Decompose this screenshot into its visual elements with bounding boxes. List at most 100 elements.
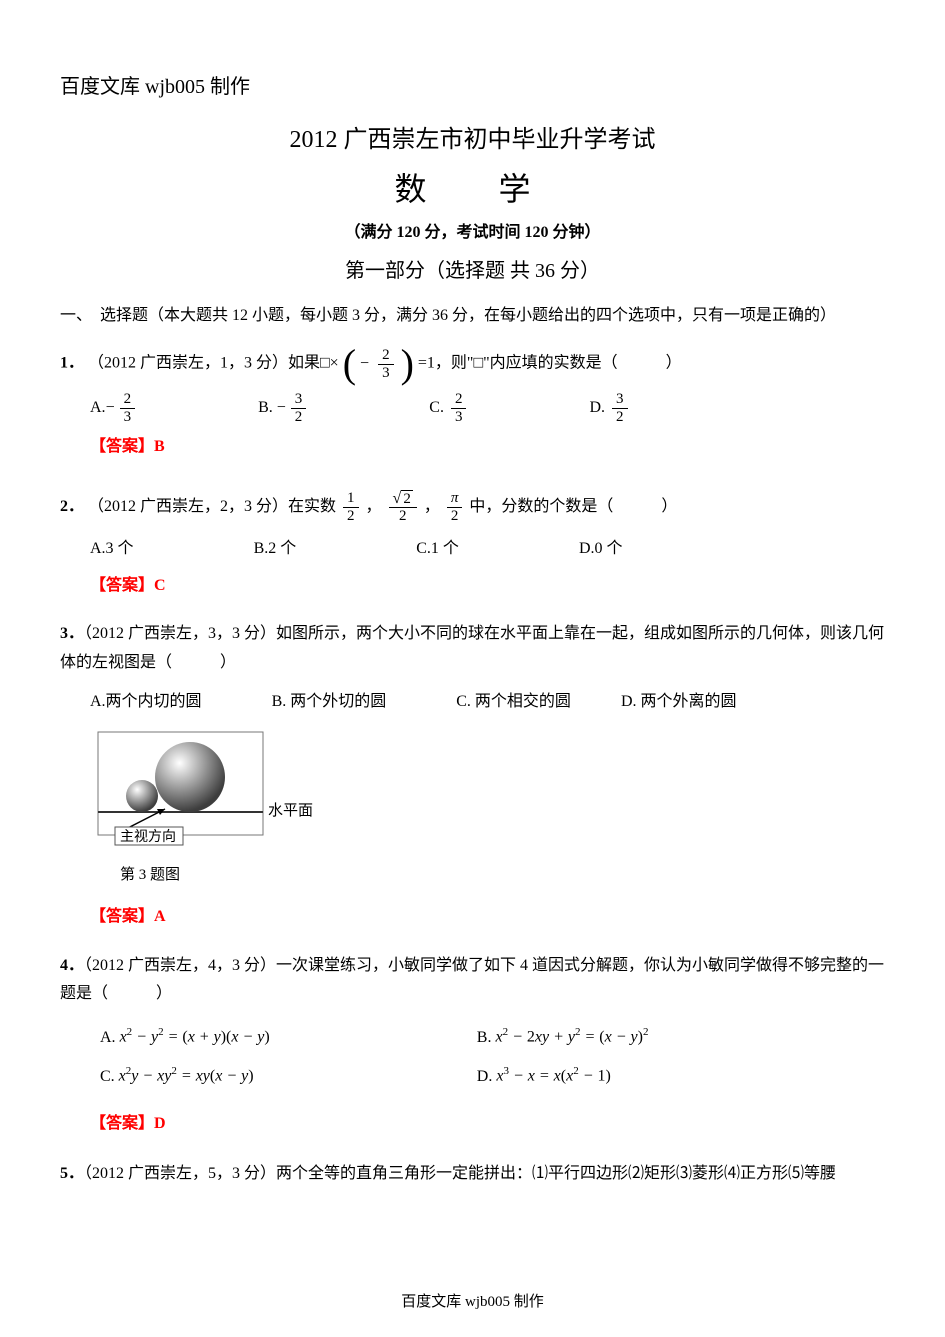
sep: ， — [424, 498, 440, 515]
q4-opt-d: D. x3 − x = x(x2 − 1) — [477, 1062, 854, 1091]
frac-num: 3 — [612, 391, 628, 409]
question-4: 4．（2012 广西崇左，4，3 分）一次课堂练习，小敏同学做了如下 4 道因式… — [60, 952, 885, 1139]
q4-body: （2012 广西崇左，4，3 分）一次课堂练习，小敏同学做了如下 4 道因式分解… — [60, 957, 884, 1003]
frac-num: 2 — [120, 391, 136, 409]
q4-text: 4．（2012 广西崇左，4，3 分）一次课堂练习，小敏同学做了如下 4 道因式… — [60, 952, 885, 1010]
opt-label: D. — [477, 1063, 493, 1092]
answer-letter: C — [154, 577, 166, 594]
q1-answer: 【答案】B — [60, 433, 885, 462]
q1-suffix: =1，则"□"内应填的实数是（ ） — [418, 355, 682, 372]
question-3: 3．（2012 广西崇左，3，3 分）如图所示，两个大小不同的球在水平面上靠在一… — [60, 620, 885, 931]
q3-num: 3． — [60, 625, 84, 642]
opt-label: D. — [589, 394, 605, 423]
frac-den: 3 — [378, 365, 394, 382]
q1-inner-sign: − — [360, 355, 369, 372]
q1-num: 1． — [60, 355, 84, 372]
frac-den: 3 — [451, 409, 467, 426]
q3-opt-d: D. 两个外离的圆 — [621, 688, 737, 717]
question-2: 2． （2012 广西崇左，2，3 分）在实数 1 2 ， √2 2 ， π 2… — [60, 490, 885, 601]
frac-num: 2 — [451, 391, 467, 409]
q3-options: A.两个内切的圆 B. 两个外切的圆 C. 两个相交的圆 D. 两个外离的圆 — [60, 688, 885, 717]
q2-opt-c: C.1 个 — [416, 535, 459, 564]
q1-opt-a: A. − 2 3 — [90, 391, 138, 425]
q2-prefix: （2012 广西崇左，2，3 分）在实数 — [88, 498, 336, 515]
math-expr: x2 − y2 = (x + y)(x − y) — [116, 1023, 270, 1052]
math-expr: x2 − 2xy + y2 = (x − y)2 — [491, 1023, 648, 1052]
answer-letter: B — [154, 438, 165, 455]
frac-den: 2 — [612, 409, 628, 426]
spheres-diagram-icon: 水平面 主视方向 — [90, 727, 320, 852]
view-direction-label: 主视方向 — [120, 829, 176, 845]
q2-opt-b: B.2 个 — [254, 535, 297, 564]
answer-label: 【答案】 — [90, 1115, 154, 1132]
footer-credit: 百度文库 wjb005 制作 — [0, 1290, 945, 1311]
q4-opt-c: C. x2y − xy2 = xy(x − y) — [100, 1062, 477, 1091]
q3-answer: 【答案】A — [60, 903, 885, 932]
q1-opt-b: B. − 3 2 — [258, 391, 309, 425]
part-title: 第一部分（选择题 共 36 分） — [60, 254, 885, 283]
math-expr: x3 − x = x(x2 − 1) — [492, 1062, 610, 1091]
q5-text: 5．（2012 广西崇左，5，3 分）两个全等的直角三角形一定能拼出：⑴平行四边… — [60, 1160, 885, 1189]
opt-label: C. — [429, 394, 444, 423]
q1-opt-c: C. 2 3 — [429, 391, 469, 425]
q2-opt-d: D.0 个 — [579, 535, 623, 564]
sqrt-icon: √2 — [393, 490, 413, 508]
frac-num: π — [447, 490, 463, 508]
q2-f1: 1 2 — [343, 490, 359, 524]
q1-prefix: （2012 广西崇左，1，3 分）如果□× — [88, 355, 339, 372]
frac: 2 3 — [120, 391, 136, 425]
opt-label: C. — [100, 1063, 115, 1092]
frac-den: 3 — [120, 409, 136, 426]
section-header: 一、 选择题（本大题共 12 小题，每小题 3 分，满分 36 分，在每小题给出… — [60, 301, 885, 325]
opt-sign: − — [106, 394, 115, 423]
q3-figcaption: 第 3 题图 — [60, 862, 885, 889]
frac: 2 3 — [451, 391, 467, 425]
frac-den: 2 — [395, 508, 411, 525]
question-5: 5．（2012 广西崇左，5，3 分）两个全等的直角三角形一定能拼出：⑴平行四边… — [60, 1160, 885, 1189]
math-expr: x2y − xy2 = xy(x − y) — [115, 1062, 254, 1091]
close-paren-icon: ) — [401, 341, 414, 386]
frac-num: 1 — [343, 490, 359, 508]
subject-title: 数 学 — [60, 164, 885, 210]
main-title: 2012 广西崇左市初中毕业升学考试 — [60, 119, 885, 154]
q3-opt-a: A.两个内切的圆 — [90, 688, 202, 717]
q4-num: 4． — [60, 957, 84, 974]
frac-num: 3 — [291, 391, 307, 409]
header-credit: 百度文库 wjb005 制作 — [60, 70, 885, 99]
open-paren-icon: ( — [343, 341, 356, 386]
opt-label: A. — [100, 1024, 116, 1053]
answer-label: 【答案】 — [90, 577, 154, 594]
opt-sign: − — [277, 394, 286, 423]
frac-den: 2 — [343, 508, 359, 525]
q4-answer: 【答案】D — [60, 1110, 885, 1139]
answer-letter: D — [154, 1115, 166, 1132]
q4-options: A. x2 − y2 = (x + y)(x − y) B. x2 − 2xy … — [60, 1023, 885, 1101]
q5-num: 5． — [60, 1165, 84, 1182]
plane-label: 水平面 — [268, 802, 313, 819]
q2-f2: √2 2 — [389, 490, 417, 525]
q2-num: 2． — [60, 498, 84, 515]
q4-opt-a: A. x2 − y2 = (x + y)(x − y) — [100, 1023, 477, 1052]
q4-opt-b: B. x2 − 2xy + y2 = (x − y)2 — [477, 1023, 854, 1052]
frac-den: 2 — [291, 409, 307, 426]
q1-opt-d: D. 3 2 — [589, 391, 630, 425]
q2-answer: 【答案】C — [60, 572, 885, 601]
question-1: 1． （2012 广西崇左，1，3 分）如果□× ( − 2 3 ) =1，则"… — [60, 347, 885, 462]
answer-label: 【答案】 — [90, 908, 154, 925]
q2-suffix: 中，分数的个数是（ ） — [469, 498, 677, 515]
q1-options: A. − 2 3 B. − 3 2 C. 2 3 D. 3 — [60, 391, 885, 425]
q3-figure: 水平面 主视方向 — [60, 727, 885, 852]
sep: ， — [366, 498, 382, 515]
q1-inner-frac: 2 3 — [378, 347, 394, 381]
frac: 3 2 — [612, 391, 628, 425]
q3-opt-c: C. 两个相交的圆 — [456, 688, 571, 717]
opt-label: A. — [90, 394, 106, 423]
opt-label: B. — [477, 1024, 492, 1053]
frac-den: 2 — [447, 508, 463, 525]
q3-opt-b: B. 两个外切的圆 — [272, 688, 387, 717]
opt-label: B. — [258, 394, 273, 423]
exam-meta: （满分 120 分，考试时间 120 分钟） — [60, 218, 885, 242]
answer-label: 【答案】 — [90, 438, 154, 455]
q3-text: 3．（2012 广西崇左，3，3 分）如图所示，两个大小不同的球在水平面上靠在一… — [60, 620, 885, 678]
frac-num: √2 — [389, 490, 417, 509]
